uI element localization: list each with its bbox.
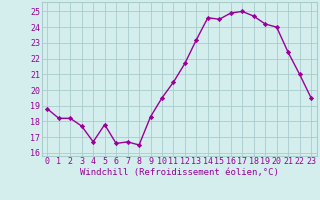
X-axis label: Windchill (Refroidissement éolien,°C): Windchill (Refroidissement éolien,°C) bbox=[80, 168, 279, 177]
